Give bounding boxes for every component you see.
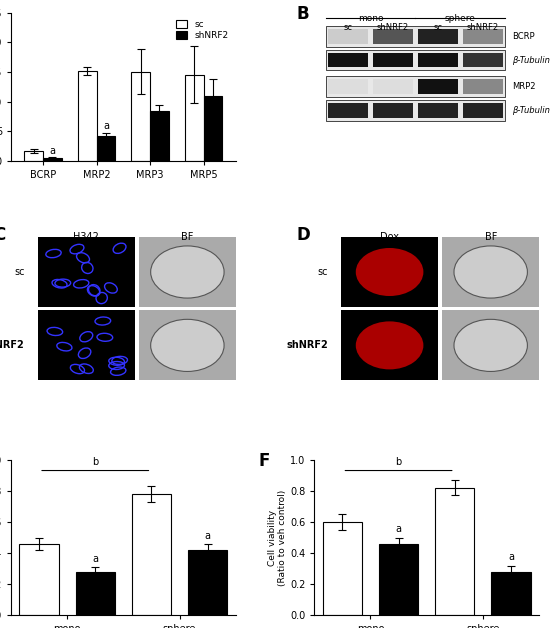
Y-axis label: Cell viability
(Ratio to veh control): Cell viability (Ratio to veh control) [268,489,287,586]
Legend: sc, shNRF2: sc, shNRF2 [174,17,231,43]
FancyBboxPatch shape [139,310,236,381]
FancyBboxPatch shape [38,310,135,381]
Bar [150,111,169,161]
Text: H342: H342 [73,232,99,242]
FancyBboxPatch shape [417,29,458,44]
Bar [323,522,362,615]
Circle shape [151,246,224,298]
Text: shNRF2: shNRF2 [0,340,25,350]
FancyBboxPatch shape [328,79,369,94]
FancyBboxPatch shape [417,79,458,94]
FancyBboxPatch shape [442,310,539,381]
Bar [435,488,475,615]
FancyBboxPatch shape [38,237,135,307]
Bar [379,544,418,615]
Text: a: a [103,121,109,131]
Text: BCRP: BCRP [512,32,535,41]
FancyBboxPatch shape [328,103,369,118]
Bar [131,72,150,161]
FancyBboxPatch shape [326,77,505,97]
FancyBboxPatch shape [326,50,505,70]
Text: C: C [0,225,6,244]
Bar [188,550,227,615]
FancyBboxPatch shape [442,237,539,307]
Text: sc: sc [317,267,328,277]
Text: BF: BF [181,232,194,242]
Bar [185,75,204,161]
FancyBboxPatch shape [373,79,413,94]
Text: a: a [395,524,402,534]
Text: BF: BF [485,232,497,242]
Text: β-Tubulin: β-Tubulin [512,55,550,65]
FancyBboxPatch shape [417,103,458,118]
FancyBboxPatch shape [463,79,503,94]
Circle shape [356,248,424,296]
Bar [97,136,116,161]
Circle shape [151,319,224,371]
Bar [19,544,59,615]
Bar [132,494,171,615]
FancyBboxPatch shape [373,103,413,118]
Text: b: b [395,457,402,467]
Text: B: B [296,5,309,23]
FancyBboxPatch shape [463,29,503,44]
Text: shNRF2: shNRF2 [377,23,409,32]
FancyBboxPatch shape [328,53,369,67]
Bar [75,572,115,615]
FancyBboxPatch shape [342,310,438,381]
Bar [491,572,531,615]
Text: b: b [92,457,98,467]
FancyBboxPatch shape [328,29,369,44]
Text: sphere: sphere [445,14,476,23]
FancyBboxPatch shape [373,53,413,67]
Text: Dox: Dox [380,232,399,242]
Text: shNRF2: shNRF2 [467,23,499,32]
Bar [43,158,62,161]
Text: D: D [296,225,310,244]
FancyBboxPatch shape [342,237,438,307]
Text: sc: sc [344,23,353,32]
Text: mono: mono [358,14,383,23]
Text: a: a [508,553,514,563]
Text: a: a [205,531,211,541]
Circle shape [454,246,527,298]
FancyBboxPatch shape [373,29,413,44]
Text: F: F [258,452,270,470]
Text: MRP2: MRP2 [512,82,536,91]
Circle shape [454,319,527,371]
Circle shape [356,322,424,369]
FancyBboxPatch shape [463,53,503,67]
Text: shNRF2: shNRF2 [286,340,328,350]
Bar [78,72,97,161]
FancyBboxPatch shape [326,100,505,121]
Text: sc: sc [14,267,25,277]
Text: a: a [50,146,56,156]
Text: sc: sc [433,23,442,32]
Bar [204,95,222,161]
FancyBboxPatch shape [463,103,503,118]
FancyBboxPatch shape [139,237,236,307]
Bar [24,151,43,161]
FancyBboxPatch shape [326,26,505,46]
FancyBboxPatch shape [417,53,458,67]
Text: a: a [92,554,98,564]
Text: β-Tubulin: β-Tubulin [512,106,550,115]
